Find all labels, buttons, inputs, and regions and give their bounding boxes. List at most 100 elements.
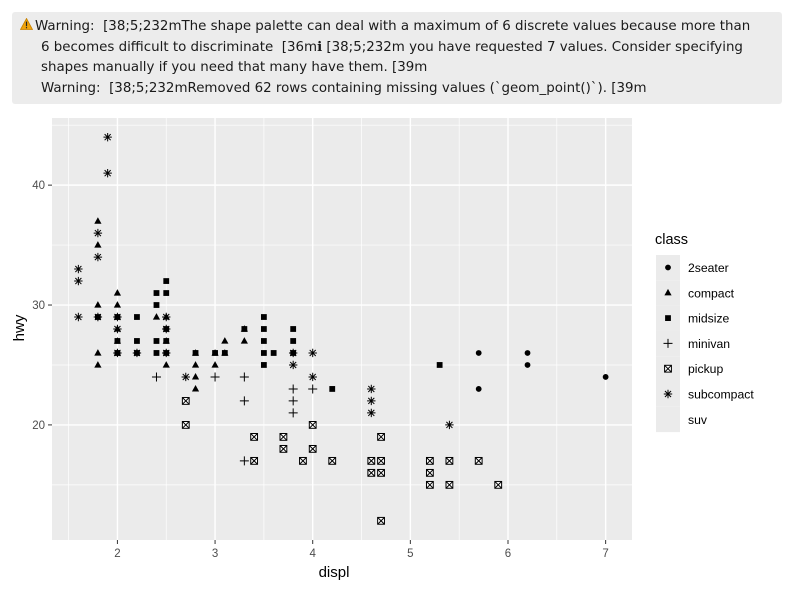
point-midsize (260, 314, 267, 320)
point-subcompact (74, 276, 83, 286)
point-compact (191, 373, 200, 380)
point-pickup (181, 397, 190, 405)
point-subcompact (162, 324, 171, 334)
legend-title: class (655, 232, 688, 248)
point-compact (211, 361, 219, 368)
point-pickup (445, 456, 454, 465)
point-subcompact (308, 348, 317, 358)
y-tick-label: 20 (32, 420, 45, 432)
point-2seater (524, 350, 531, 356)
point-midsize (290, 338, 297, 344)
series-minivan (151, 372, 318, 466)
point-midsize (153, 302, 160, 308)
point-midsize (134, 314, 140, 320)
point-minivan (239, 456, 249, 466)
point-subcompact (367, 384, 376, 394)
legend-key-symbol (663, 338, 673, 348)
point-minivan (308, 384, 318, 394)
point-pickup (279, 432, 288, 441)
point-pickup (425, 456, 434, 465)
series-pickup (181, 397, 503, 525)
point-2seater (524, 362, 531, 368)
point-pickup (279, 444, 288, 453)
legend-entry-label: minivan (688, 337, 730, 351)
point-midsize (329, 386, 336, 392)
x-tick-label: 2 (114, 548, 120, 560)
point-subcompact (162, 312, 171, 322)
point-midsize (241, 326, 248, 332)
point-midsize (153, 350, 160, 356)
warning-line-4: Warning: [38;5;232mRemoved 62 rows conta… (41, 80, 647, 96)
point-compact (94, 217, 102, 224)
point-minivan (239, 396, 249, 406)
point-subcompact (93, 312, 103, 322)
point-subcompact (288, 348, 298, 358)
point-minivan (288, 408, 298, 418)
warning-line-3: shapes manually if you need that many ha… (41, 60, 428, 75)
point-subcompact (445, 420, 454, 430)
point-midsize (436, 362, 443, 368)
point-pickup (425, 480, 434, 489)
point-minivan (288, 384, 298, 394)
warning-text-1: Warning: [38;5;232mThe shape palette can… (35, 19, 751, 34)
point-pickup (181, 421, 190, 429)
point-subcompact (308, 372, 317, 382)
point-midsize (192, 350, 199, 356)
warning-line-2: 6 becomes difficult to discriminate [36m… (41, 39, 743, 55)
point-minivan (288, 396, 298, 406)
point-pickup (328, 456, 337, 465)
point-midsize (260, 350, 267, 356)
legend-entry-label: compact (688, 286, 735, 300)
point-subcompact (103, 132, 112, 142)
point-subcompact (113, 348, 122, 358)
point-subcompact (181, 372, 190, 382)
x-axis-label: displ (319, 564, 350, 581)
point-compact (162, 361, 170, 368)
point-pickup (308, 421, 317, 429)
legend-key-symbol (664, 364, 672, 373)
grid-lines (52, 118, 632, 540)
point-compact (191, 385, 200, 392)
legend-key-symbol (665, 264, 671, 271)
legend-entry-label: midsize (688, 312, 730, 326)
point-midsize (163, 278, 170, 284)
point-midsize (270, 350, 277, 356)
point-midsize (260, 326, 267, 332)
point-compact (221, 337, 229, 344)
point-subcompact (113, 324, 122, 334)
point-compact (94, 349, 102, 356)
point-compact (152, 313, 161, 320)
legend-entry-label: subcompact (688, 388, 754, 402)
point-pickup (250, 432, 259, 441)
point-minivan (210, 372, 220, 382)
point-compact (113, 301, 122, 308)
point-midsize (134, 338, 140, 344)
point-subcompact (367, 408, 376, 418)
point-subcompact (93, 228, 103, 238)
legend-entry-label: 2seater (688, 261, 729, 275)
plot-panel (52, 118, 632, 540)
point-pickup (377, 516, 385, 525)
point-compact (94, 361, 102, 368)
x-tick-label: 4 (310, 548, 317, 560)
y-axis-label: hwy (11, 314, 28, 341)
point-subcompact (367, 396, 376, 406)
x-tick-label: 5 (407, 548, 413, 560)
point-subcompact (103, 168, 112, 178)
legend-key-symbol (665, 315, 671, 321)
point-midsize (153, 290, 160, 296)
point-subcompact (288, 360, 298, 370)
point-subcompact (113, 312, 122, 322)
point-2seater (475, 350, 482, 356)
point-compact (191, 361, 200, 368)
point-midsize (212, 350, 218, 356)
point-compact (94, 241, 102, 248)
legend-key (656, 406, 680, 433)
console-warning-box: Warning: [38;5;232mThe shape palette can… (12, 12, 782, 104)
point-minivan (151, 372, 161, 382)
point-subcompact (74, 312, 83, 322)
point-pickup (299, 456, 307, 465)
warning-line-1: Warning: [38;5;232mThe shape palette can… (19, 17, 774, 38)
point-pickup (474, 456, 483, 465)
